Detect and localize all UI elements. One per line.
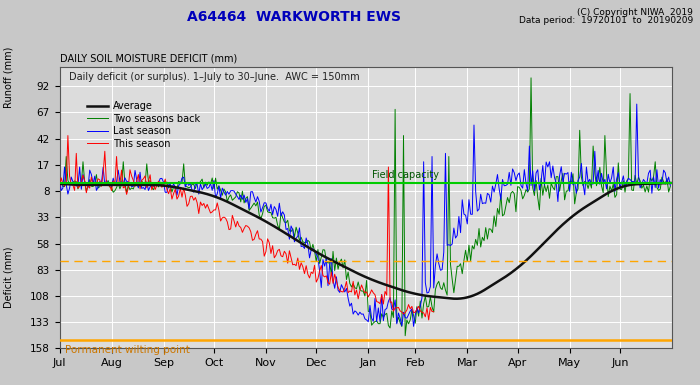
Text: Daily deficit (or surplus). 1–July to 30–June.  AWC = 150mm: Daily deficit (or surplus). 1–July to 30… xyxy=(69,72,359,82)
Legend: Average, Two seasons back, Last season, This season: Average, Two seasons back, Last season, … xyxy=(83,97,204,152)
Text: Deficit (mm): Deficit (mm) xyxy=(4,246,13,308)
Text: DAILY SOIL MOISTURE DEFICIT (mm): DAILY SOIL MOISTURE DEFICIT (mm) xyxy=(60,53,237,63)
Text: (C) Copyright NIWA  2019: (C) Copyright NIWA 2019 xyxy=(577,8,693,17)
Text: Data period:  19720101  to  20190209: Data period: 19720101 to 20190209 xyxy=(519,16,693,25)
Text: A64464  WARKWORTH EWS: A64464 WARKWORTH EWS xyxy=(187,10,401,23)
Text: Field capacity: Field capacity xyxy=(372,169,439,179)
Text: Runoff (mm): Runoff (mm) xyxy=(4,46,13,108)
Text: Pormanent wilting point: Pormanent wilting point xyxy=(64,345,190,355)
